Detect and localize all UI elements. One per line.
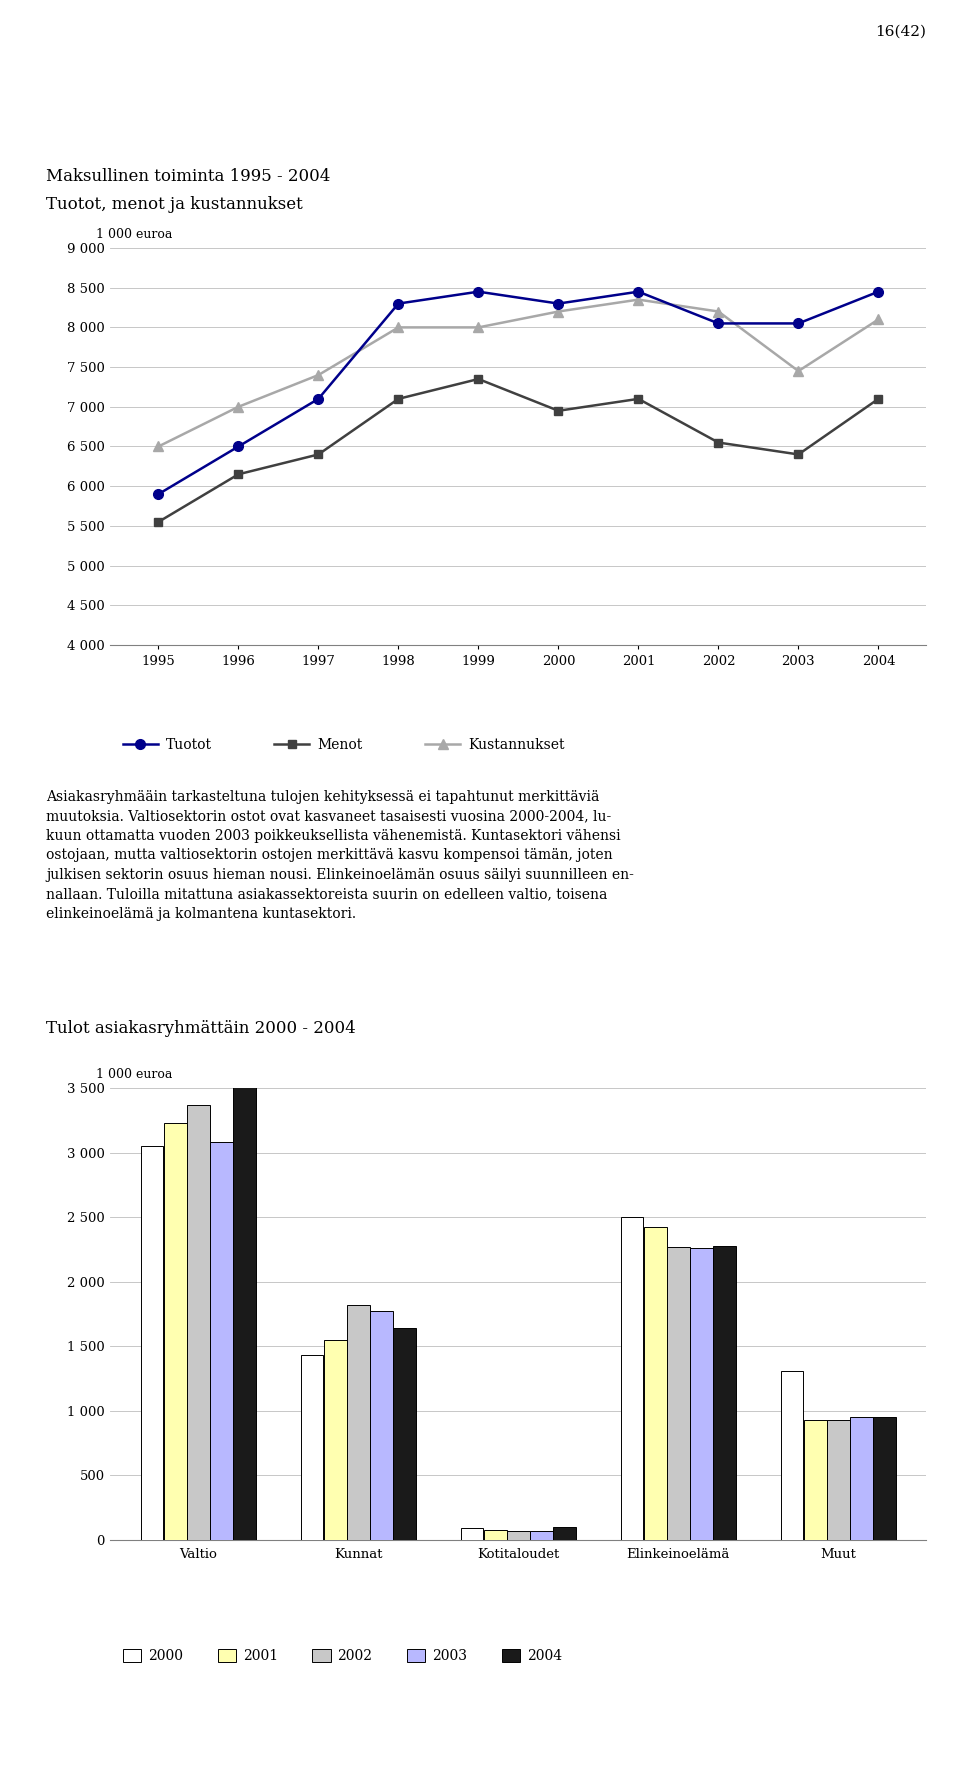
Text: Tulot asiakasryhmättäin 2000 - 2004: Tulot asiakasryhmättäin 2000 - 2004 — [46, 1021, 356, 1037]
Bar — [210, 1143, 232, 1540]
Text: Asiakasryhmääin tarkasteltuna tulojen kehityksessä ei tapahtunut merkittäviä: Asiakasryhmääin tarkasteltuna tulojen ke… — [46, 790, 599, 804]
Bar — [644, 1228, 666, 1540]
Bar — [187, 1104, 209, 1540]
Bar — [874, 1418, 896, 1540]
Bar — [371, 1311, 393, 1540]
Legend: Tuotot, Menot, Kustannukset: Tuotot, Menot, Kustannukset — [117, 732, 570, 757]
Text: kuun ottamatta vuoden 2003 poikkeuksellista vähenemistä. Kuntasektori vähensi: kuun ottamatta vuoden 2003 poikkeukselli… — [46, 829, 621, 843]
Bar — [713, 1246, 735, 1540]
Bar — [781, 1372, 804, 1540]
Bar — [394, 1329, 416, 1540]
Bar — [851, 1418, 873, 1540]
Bar — [141, 1146, 163, 1540]
Bar — [828, 1419, 850, 1540]
Bar — [484, 1529, 507, 1540]
Bar — [690, 1247, 712, 1540]
Bar — [301, 1356, 324, 1540]
Bar — [667, 1247, 689, 1540]
Text: Maksullinen toiminta 1995 - 2004: Maksullinen toiminta 1995 - 2004 — [46, 168, 330, 184]
Text: 1 000 euroa: 1 000 euroa — [96, 1069, 173, 1081]
Text: 16(42): 16(42) — [876, 25, 926, 39]
Bar — [621, 1217, 643, 1540]
Text: nallaan. Tuloilla mitattuna asiakassektoreista suurin on edelleen valtio, toisen: nallaan. Tuloilla mitattuna asiakassekto… — [46, 888, 608, 902]
Text: 1 000 euroa: 1 000 euroa — [96, 229, 173, 241]
Text: julkisen sektorin osuus hieman nousi. Elinkeinoelämän osuus säilyi suunnilleen e: julkisen sektorin osuus hieman nousi. El… — [46, 868, 634, 882]
Bar — [553, 1527, 576, 1540]
Legend: 2000, 2001, 2002, 2003, 2004: 2000, 2001, 2002, 2003, 2004 — [117, 1644, 567, 1669]
Bar — [164, 1123, 186, 1540]
Text: elinkeinoelämä ja kolmantena kuntasektori.: elinkeinoelämä ja kolmantena kuntasektor… — [46, 907, 356, 921]
Bar — [324, 1340, 347, 1540]
Bar — [804, 1419, 827, 1540]
Bar — [507, 1531, 530, 1540]
Text: Tuotot, menot ja kustannukset: Tuotot, menot ja kustannukset — [46, 197, 302, 213]
Bar — [461, 1529, 484, 1540]
Bar — [530, 1531, 553, 1540]
Bar — [348, 1304, 370, 1540]
Bar — [233, 1086, 255, 1540]
Text: muutoksia. Valtiosektorin ostot ovat kasvaneet tasaisesti vuosina 2000-2004, lu-: muutoksia. Valtiosektorin ostot ovat kas… — [46, 810, 612, 824]
Text: ostojaan, mutta valtiosektorin ostojen merkittävä kasvu kompensoi tämän, joten: ostojaan, mutta valtiosektorin ostojen m… — [46, 849, 612, 863]
